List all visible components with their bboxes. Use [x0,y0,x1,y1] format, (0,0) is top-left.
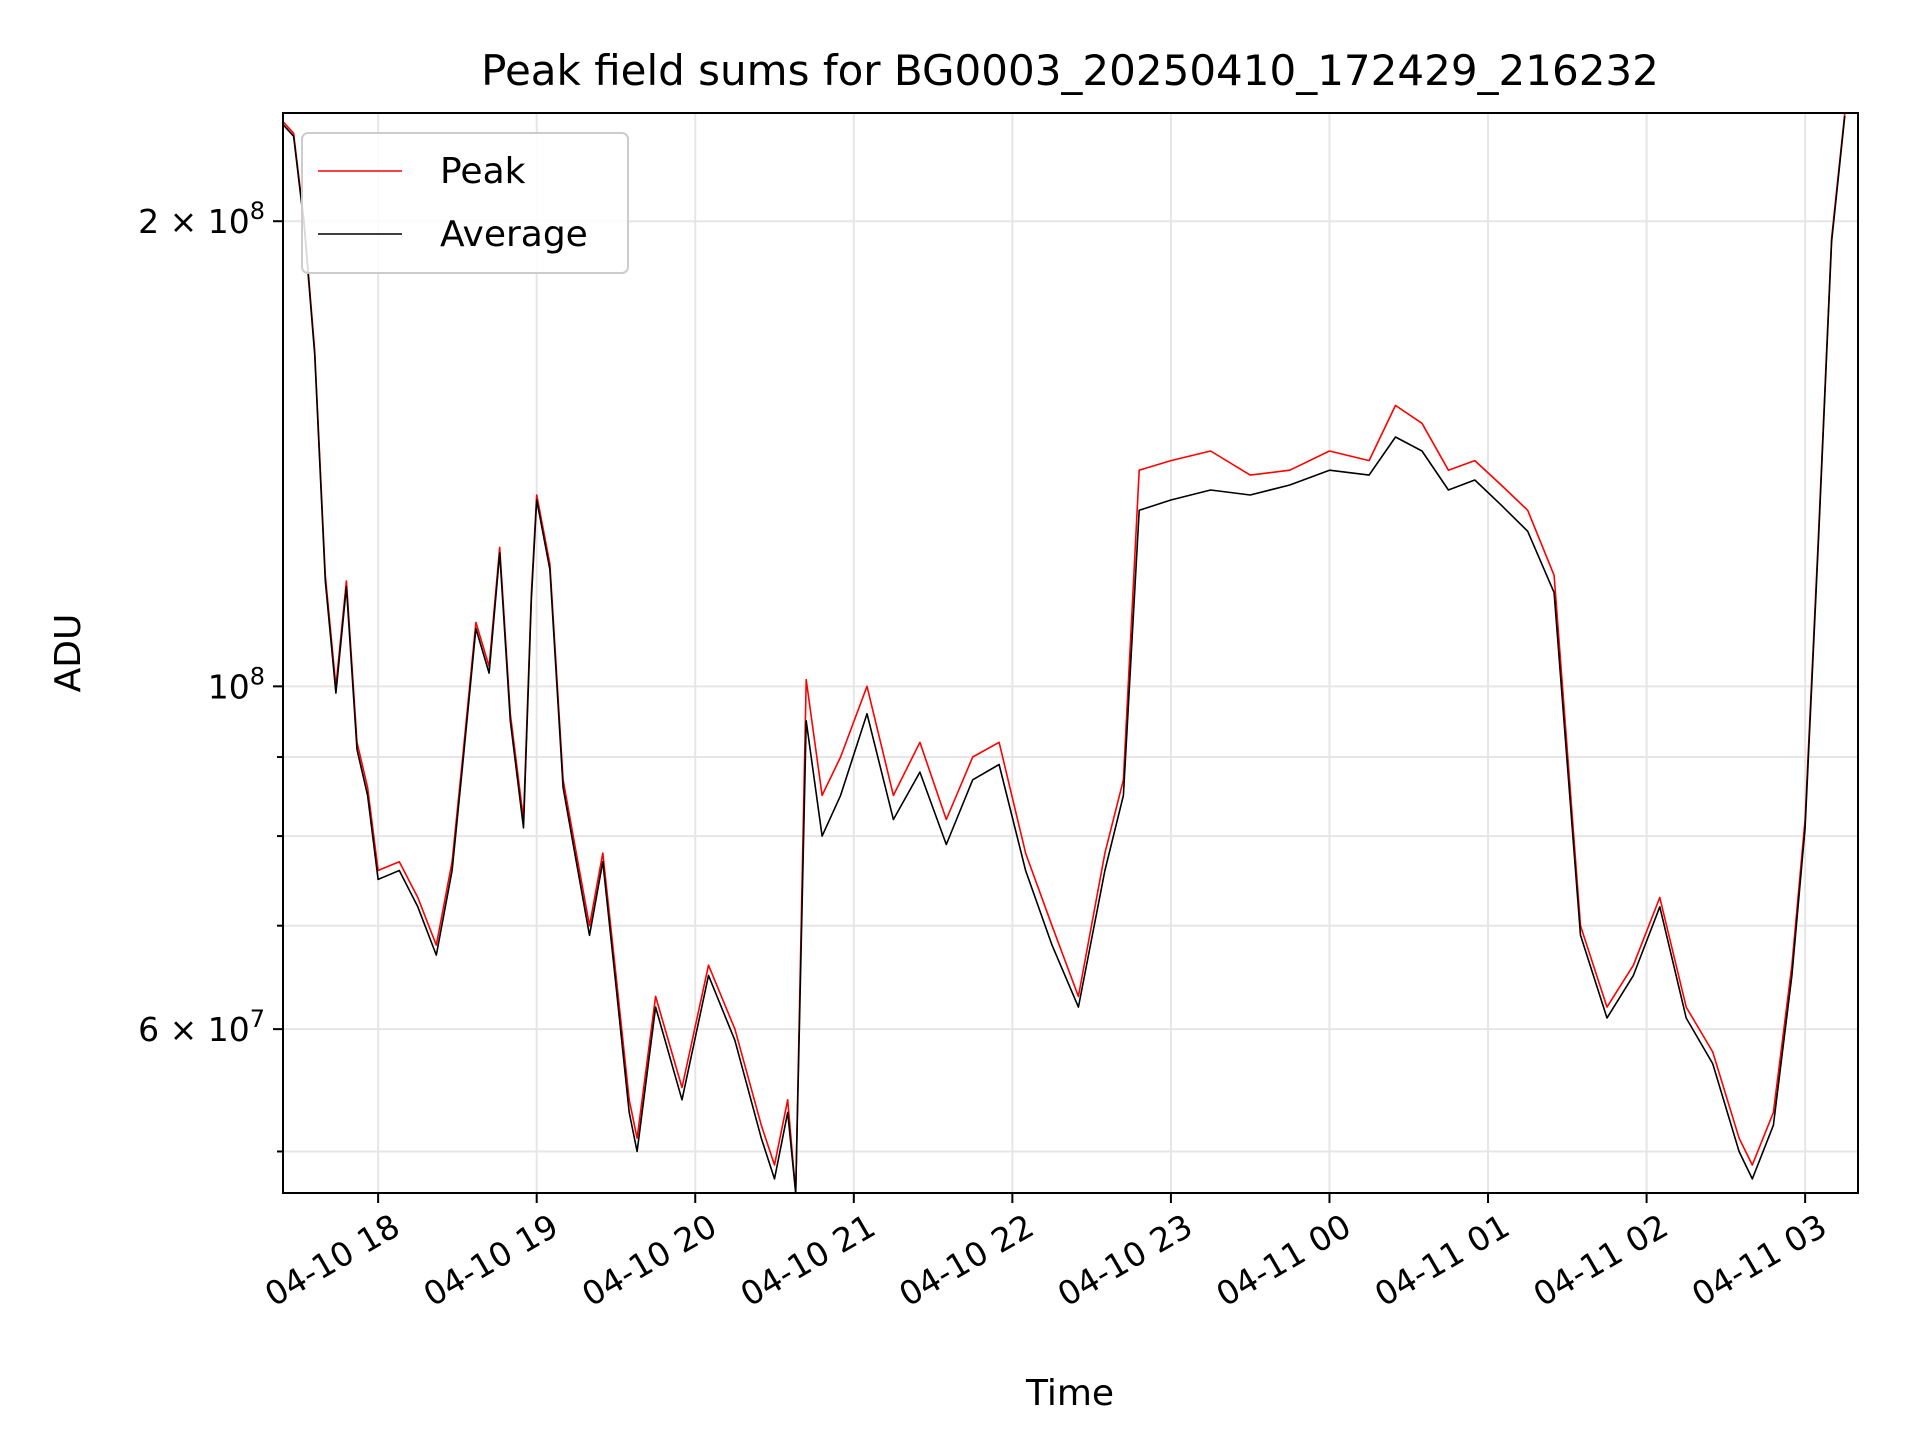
y-axis-ticks: 6 × 107 108 2 × 108 [138,197,283,1153]
y-tick-label: 6 × 107 [138,1005,265,1049]
y-tick-label: 108 [208,662,265,706]
legend-box [301,132,629,274]
plot-frame [282,112,1859,1194]
x-axis-label: Time [1025,1373,1114,1414]
legend-label-peak: Peak [440,151,526,192]
series-line-peak [283,113,1846,1193]
legend-label-average: Average [440,214,588,255]
chart-title: Peak field sums for BG0003_20250410_1724… [481,46,1659,95]
grid [283,113,1858,1193]
y-axis-label: ADU [48,614,89,693]
legend: Peak Average [301,132,629,274]
series-lines [283,113,1846,1193]
series-line-average [283,115,1846,1193]
y-tick-label: 2 × 108 [138,197,265,241]
